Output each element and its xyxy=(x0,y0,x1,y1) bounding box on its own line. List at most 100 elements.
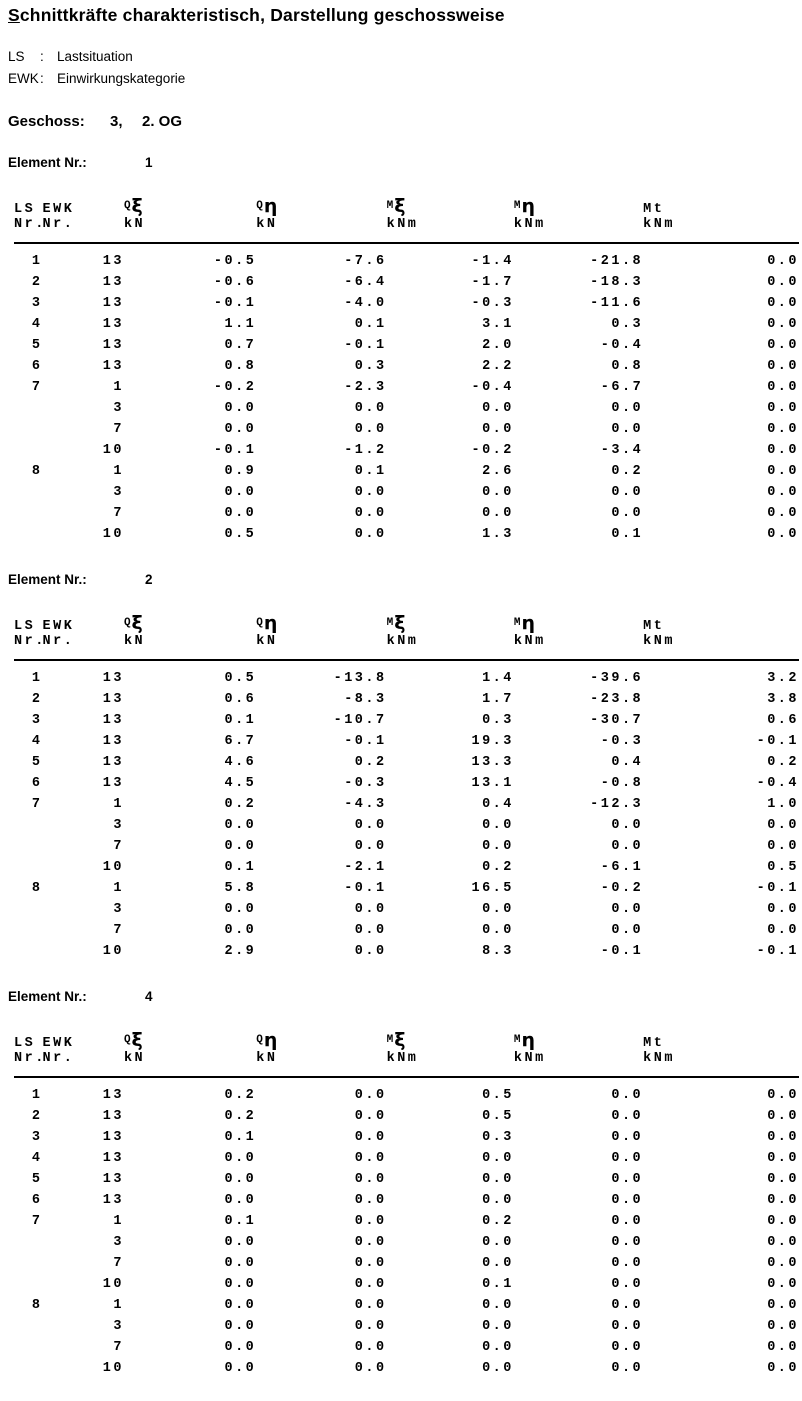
cell: 13 xyxy=(102,317,124,332)
cell: 8 xyxy=(31,881,43,896)
cell: 10 xyxy=(102,527,124,542)
element-number: 4 xyxy=(145,989,153,1004)
cell: -0.1 xyxy=(756,734,799,749)
cell: 19.3 xyxy=(471,734,514,749)
cell: 0.0 xyxy=(611,1130,644,1145)
cell xyxy=(14,812,43,833)
cell: 0.0 xyxy=(224,506,257,521)
cell: 13 xyxy=(102,359,124,374)
cell: 0.0 xyxy=(611,818,644,833)
symbol-base: M xyxy=(513,1034,522,1046)
cell: 7 xyxy=(113,923,124,938)
cell xyxy=(14,1250,43,1271)
col-header-ls: LS xyxy=(14,202,36,217)
cell: 0.0 xyxy=(767,317,799,332)
cell: 0.0 xyxy=(611,422,644,437)
cell xyxy=(14,416,43,437)
cell: 10 xyxy=(102,443,124,458)
unit-m-xi: kNm xyxy=(386,1051,514,1078)
cell: 0.0 xyxy=(611,1361,644,1376)
cell: 0.3 xyxy=(354,359,387,374)
cell: 0.0 xyxy=(767,527,799,542)
cell: 6.7 xyxy=(224,734,257,749)
cell: 0.0 xyxy=(354,1277,387,1292)
cell: 7 xyxy=(31,797,43,812)
cell: 0.0 xyxy=(767,485,799,500)
cell: -0.2 xyxy=(600,881,644,896)
cell: 0.2 xyxy=(354,755,387,770)
cell: 0.0 xyxy=(354,527,387,542)
cell: 2 xyxy=(31,275,43,290)
cell: 13 xyxy=(102,1130,124,1145)
cell: 13 xyxy=(102,338,124,353)
col-header-q-xi: Qξ xyxy=(124,612,256,634)
cell: 0.0 xyxy=(482,422,514,437)
symbol-greek-xi: ξ xyxy=(394,612,406,634)
unit-q-eta: kN xyxy=(256,217,387,244)
cell: 0.0 xyxy=(482,923,514,938)
cell: 3 xyxy=(113,1319,124,1334)
col-header-mt: Mt xyxy=(643,619,665,634)
cell: 1.4 xyxy=(482,671,514,686)
table-row: 7 1 0.2 -4.3 0.4 -12.3 1.0 xyxy=(14,791,799,812)
cell: 3 xyxy=(113,485,124,500)
cell: 4 xyxy=(31,1151,43,1166)
cell: 0.0 xyxy=(224,1193,257,1208)
table-row: 2 13 -0.6 -6.4 -1.7 -18.3 0.0 xyxy=(14,269,799,290)
symbol-base: Q xyxy=(123,1034,132,1046)
cell: 2.0 xyxy=(482,338,514,353)
legend-separator: : xyxy=(40,71,44,86)
cell: 0.0 xyxy=(354,1340,387,1355)
cell: -0.1 xyxy=(600,944,644,959)
symbol-greek-eta: η xyxy=(521,1029,536,1051)
cell: 0.0 xyxy=(354,485,387,500)
cell: 0.5 xyxy=(767,860,799,875)
cell: 0.0 xyxy=(767,338,799,353)
symbol-base: Q xyxy=(256,617,264,629)
cell: 0.0 xyxy=(611,923,644,938)
cell xyxy=(14,896,43,917)
cell: 8.3 xyxy=(482,944,514,959)
unit-mt: kNm xyxy=(643,217,799,244)
cell: 0.0 xyxy=(354,1088,387,1103)
cell: 3 xyxy=(113,1235,124,1250)
cell: 0.0 xyxy=(767,1214,799,1229)
symbol-greek-eta: η xyxy=(263,612,278,634)
symbol-base: Q xyxy=(256,1034,264,1046)
cell: 0.0 xyxy=(354,1319,387,1334)
cell: -0.1 xyxy=(213,296,257,311)
cell: 0.1 xyxy=(611,527,644,542)
cell: 0.0 xyxy=(482,485,514,500)
cell: 0.0 xyxy=(224,422,257,437)
unit-m-xi: kNm xyxy=(386,217,514,244)
cell: -0.4 xyxy=(600,338,644,353)
element-header-line: Element Nr.: 2 xyxy=(8,572,794,588)
cell: -0.4 xyxy=(471,380,514,395)
cell: 0.6 xyxy=(224,692,257,707)
element-section-4: Element Nr.: 4 LS EWK Qξ Qη Mξ Mη Mt Nr. … xyxy=(8,989,799,1376)
cell: 10 xyxy=(102,944,124,959)
symbol-base: Q xyxy=(256,200,264,212)
cell: 0.0 xyxy=(611,1109,644,1124)
cell: -13.8 xyxy=(333,671,387,686)
cell: 0.8 xyxy=(224,359,257,374)
cell: 2 xyxy=(31,1109,43,1124)
cell: 0.0 xyxy=(611,1151,644,1166)
cell: -6.1 xyxy=(600,860,644,875)
cell: -7.6 xyxy=(344,254,387,269)
units-row: Nr. Nr. kN kN kNm kNm kNm xyxy=(14,1051,799,1078)
cell: 13 xyxy=(102,1109,124,1124)
cell: 0.2 xyxy=(482,860,514,875)
cell: 0.2 xyxy=(224,1088,257,1103)
cell: 0.0 xyxy=(767,422,799,437)
cell: 0.0 xyxy=(611,1214,644,1229)
cell: 5 xyxy=(31,338,43,353)
table-row: 7 0.0 0.0 0.0 0.0 0.0 xyxy=(14,917,799,938)
cell: 8 xyxy=(31,1298,43,1313)
element-header-line: Element Nr.: 4 xyxy=(8,989,794,1005)
cell: 0.0 xyxy=(482,1340,514,1355)
cell: 0.0 xyxy=(354,1130,387,1145)
geschoss-name: 2. OG xyxy=(142,113,183,130)
table-row: 7 0.0 0.0 0.0 0.0 0.0 xyxy=(14,416,799,437)
cell: 0.5 xyxy=(224,671,257,686)
